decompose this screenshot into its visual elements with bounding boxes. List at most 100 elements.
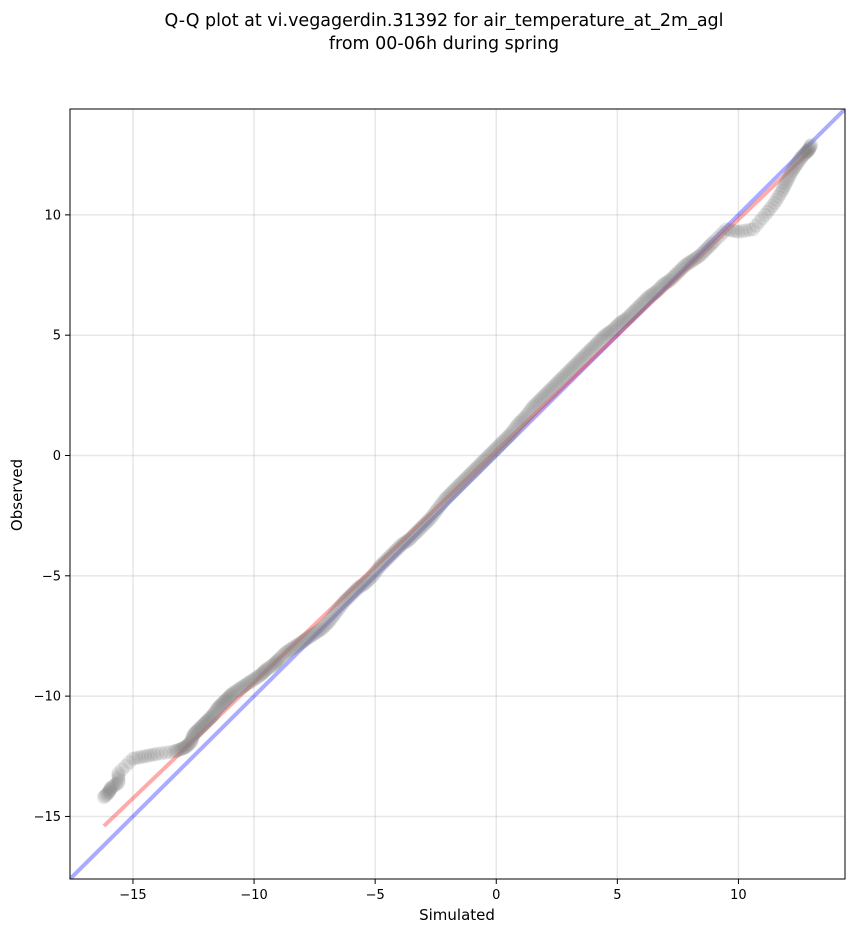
data-point bbox=[569, 357, 584, 372]
data-point-dense bbox=[109, 776, 124, 791]
data-point-dense bbox=[799, 144, 814, 159]
data-point bbox=[804, 138, 819, 153]
data-point-dense bbox=[610, 317, 625, 332]
data-point bbox=[641, 289, 656, 304]
data-point-dense bbox=[516, 411, 531, 426]
data-point-dense bbox=[367, 566, 382, 581]
data-point-dense bbox=[398, 535, 413, 550]
data-point bbox=[111, 766, 126, 781]
data-point-dense bbox=[175, 741, 190, 756]
data-point-dense bbox=[683, 254, 698, 269]
data-point-dense bbox=[581, 344, 596, 359]
data-point bbox=[496, 434, 511, 449]
data-point-dense bbox=[100, 786, 115, 801]
y-axis-ticks: −15 −10 −5 0 5 10 bbox=[34, 208, 70, 825]
data-point bbox=[416, 518, 431, 533]
data-point bbox=[532, 393, 547, 408]
data-point-dense bbox=[318, 618, 333, 633]
data-point-dense bbox=[471, 459, 486, 474]
data-point bbox=[104, 780, 119, 795]
identity-line bbox=[70, 109, 845, 879]
data-point-dense bbox=[728, 224, 743, 239]
data-point-dense bbox=[507, 422, 522, 437]
data-point bbox=[322, 614, 337, 629]
data-point bbox=[343, 588, 358, 603]
data-point-dense bbox=[256, 665, 271, 680]
data-point-dense bbox=[429, 503, 444, 518]
data-point bbox=[503, 426, 518, 441]
data-point-dense bbox=[800, 144, 815, 159]
data-point-dense bbox=[491, 439, 506, 454]
data-point-dense bbox=[551, 375, 566, 390]
data-point-dense bbox=[273, 651, 288, 666]
data-point-dense bbox=[478, 452, 493, 467]
data-point-dense bbox=[190, 724, 205, 739]
data-point-dense bbox=[574, 351, 589, 366]
data-point-dense bbox=[219, 692, 234, 707]
data-point-dense bbox=[111, 768, 126, 783]
data-point-dense bbox=[722, 222, 737, 237]
data-point-dense bbox=[287, 639, 302, 654]
data-point-dense bbox=[311, 624, 326, 639]
data-point-dense bbox=[636, 295, 651, 310]
data-point-dense bbox=[135, 749, 150, 764]
data-point-dense bbox=[115, 762, 130, 777]
data-point-dense bbox=[698, 243, 713, 258]
data-point-dense bbox=[222, 689, 237, 704]
data-point-dense bbox=[392, 539, 407, 554]
data-point-dense bbox=[796, 147, 811, 162]
data-point bbox=[525, 400, 540, 415]
data-point-dense bbox=[147, 747, 162, 762]
data-point-dense bbox=[601, 325, 616, 340]
data-point-dense bbox=[178, 740, 193, 755]
x-axis-label: Simulated bbox=[419, 906, 495, 924]
data-point-dense bbox=[674, 262, 689, 277]
plot-frame bbox=[69, 108, 846, 880]
data-point bbox=[184, 734, 199, 749]
data-point-dense bbox=[411, 523, 426, 538]
data-point-dense bbox=[629, 302, 644, 317]
data-point bbox=[474, 455, 489, 470]
data-point-dense bbox=[647, 286, 662, 301]
data-point-dense bbox=[241, 675, 256, 690]
data-point bbox=[167, 744, 182, 759]
data-point-dense bbox=[230, 683, 245, 698]
data-point bbox=[271, 653, 286, 668]
data-point-dense bbox=[274, 649, 289, 664]
data-point-dense bbox=[192, 721, 207, 736]
data-point-dense bbox=[425, 508, 440, 523]
data-point-dense bbox=[790, 155, 805, 170]
data-point-dense bbox=[331, 602, 346, 617]
data-point bbox=[598, 328, 613, 343]
data-point-dense bbox=[580, 346, 595, 361]
data-point-dense bbox=[536, 389, 551, 404]
chart-title-line-2: from 00-06h during spring bbox=[329, 34, 559, 54]
data-point-dense bbox=[236, 679, 251, 694]
data-point-dense bbox=[403, 530, 418, 545]
x-axis-ticks: −15 −10 −5 0 5 10 bbox=[119, 879, 747, 903]
data-point-dense bbox=[802, 141, 817, 156]
y-tick-label: 5 bbox=[53, 329, 61, 344]
data-point-dense bbox=[565, 360, 580, 375]
data-point-dense bbox=[228, 684, 243, 699]
data-point bbox=[278, 645, 293, 660]
data-point-dense bbox=[578, 348, 593, 363]
data-point-dense bbox=[514, 413, 529, 428]
data-point-dense bbox=[609, 319, 624, 334]
data-point-dense bbox=[396, 536, 411, 551]
data-point-dense bbox=[534, 391, 549, 406]
x-tick-label: −10 bbox=[240, 888, 267, 903]
fit-line bbox=[102, 148, 813, 828]
data-point-dense bbox=[434, 496, 449, 511]
data-point-dense bbox=[650, 283, 665, 298]
data-point-dense bbox=[652, 281, 667, 296]
data-point bbox=[394, 537, 409, 552]
data-point bbox=[452, 477, 467, 492]
data-point-dense bbox=[234, 680, 249, 695]
data-point-dense bbox=[665, 271, 680, 286]
data-point-dense bbox=[672, 263, 687, 278]
data-point-dense bbox=[309, 625, 324, 640]
reference-lines bbox=[70, 109, 845, 879]
data-point-dense bbox=[320, 616, 335, 631]
